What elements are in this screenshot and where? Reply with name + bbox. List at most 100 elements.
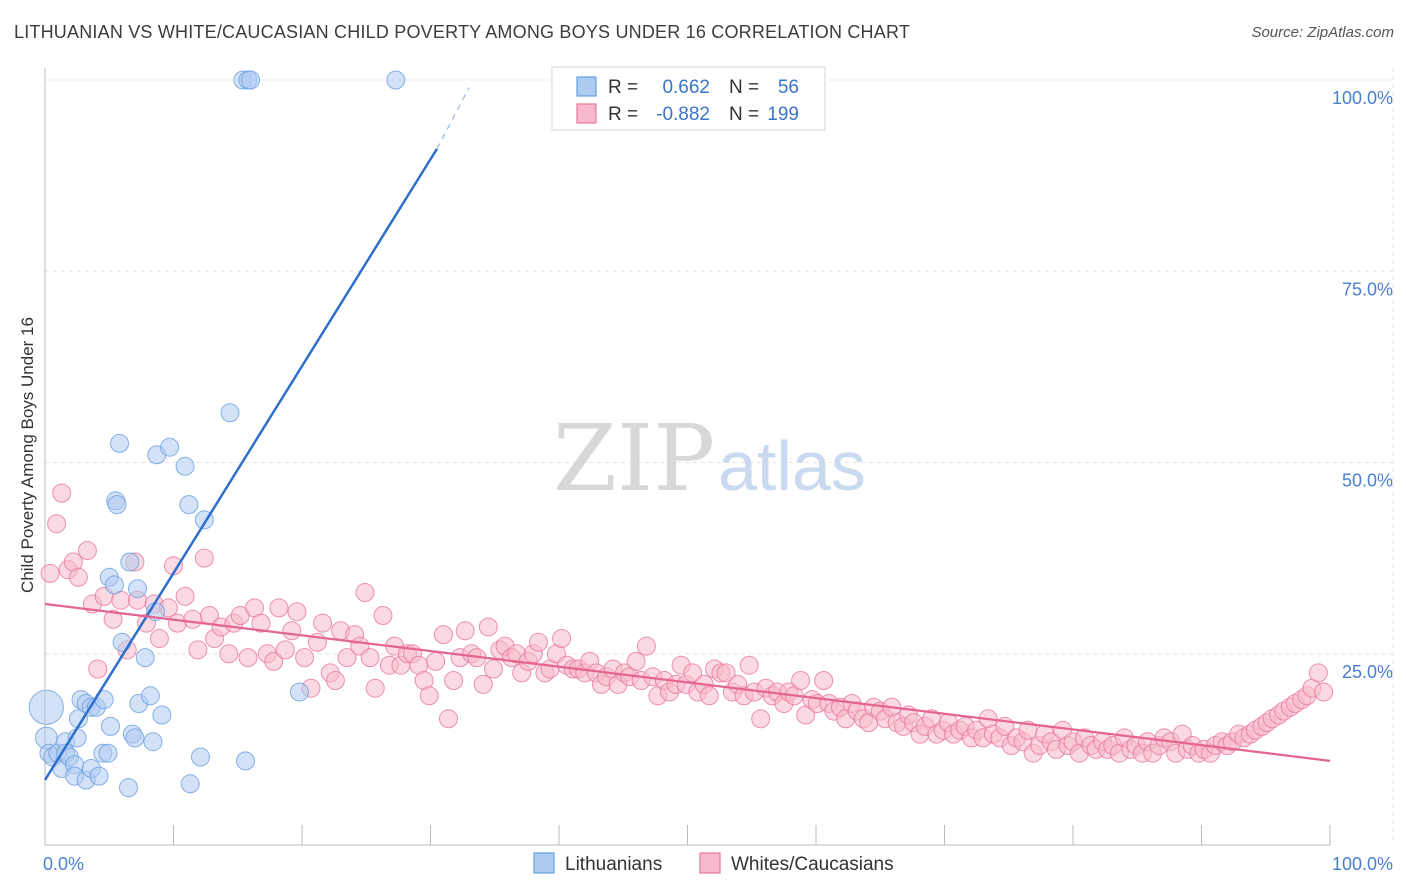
point-lithuanians <box>101 716 120 736</box>
legend-r-value-lithuanians: 0.662 <box>662 77 710 98</box>
point-whites <box>238 648 258 668</box>
point-whites <box>264 651 284 671</box>
legend-r-label: R = <box>608 104 638 125</box>
point-lithuanians <box>289 682 309 702</box>
point-lithuanians <box>191 747 210 767</box>
series-points-whites <box>40 483 1334 763</box>
point-lithuanians <box>107 495 127 515</box>
point-whites <box>1314 682 1334 702</box>
point-whites <box>439 709 458 729</box>
point-whites <box>175 586 195 606</box>
legend-n-label: N = <box>729 104 759 125</box>
bottom-legend-label-whites: Whites/Caucasians <box>731 854 894 875</box>
point-whites <box>355 583 375 602</box>
point-whites <box>444 671 464 690</box>
point-whites <box>814 671 834 690</box>
point-lithuanians <box>152 705 172 725</box>
point-whites <box>683 663 703 683</box>
point-whites <box>183 609 203 629</box>
point-whites <box>626 651 646 671</box>
point-whites <box>552 629 572 648</box>
point-whites <box>365 678 385 698</box>
point-whites <box>1308 663 1328 683</box>
point-whites <box>269 598 289 618</box>
point-lithuanians <box>128 579 147 599</box>
tick-labels: 25.0% 50.0% 75.0% 100.0% 0.0% 100.0% <box>43 88 1393 874</box>
point-lithuanians <box>386 70 406 90</box>
point-lithuanians <box>143 732 163 752</box>
point-whites <box>313 613 333 633</box>
chart-title: LITHUANIAN VS WHITE/CAUCASIAN CHILD POVE… <box>14 22 911 42</box>
point-whites <box>188 640 208 660</box>
point-lithuanians <box>160 437 180 457</box>
point-whites <box>219 644 239 664</box>
point-whites <box>295 648 315 668</box>
source-credit: Source: ZipAtlas.com <box>1251 24 1394 41</box>
point-lithuanians <box>89 766 109 786</box>
point-whites <box>77 541 97 560</box>
x-tick-label-max: 100.0% <box>1332 854 1393 874</box>
x-tick-label-min: 0.0% <box>43 854 84 874</box>
point-whites <box>52 483 72 503</box>
point-lithuanians <box>28 689 64 725</box>
y-tick-label: 75.0% <box>1342 279 1393 299</box>
point-whites <box>282 621 302 641</box>
legend-swatch-whites <box>576 103 597 124</box>
y-axis-label: Child Poverty Among Boys Under 16 <box>18 317 37 593</box>
point-whites <box>337 648 357 668</box>
legend-r-label: R = <box>608 77 638 98</box>
point-lithuanians <box>110 433 129 453</box>
legend-n-value-lithuanians: 56 <box>778 77 799 98</box>
point-whites <box>275 640 295 660</box>
point-whites <box>751 709 771 729</box>
point-whites <box>636 636 656 656</box>
legend-r-value-whites: -0.882 <box>656 104 710 125</box>
point-whites <box>716 663 736 683</box>
point-whites <box>360 648 380 668</box>
bottom-legend-swatch-lithuanians <box>533 852 555 874</box>
trend-line-lithuanians <box>43 148 438 781</box>
grid-lines <box>45 68 1394 845</box>
legend-swatch-lithuanians <box>576 76 597 97</box>
point-lithuanians <box>236 751 255 771</box>
point-lithuanians <box>241 70 261 90</box>
point-lithuanians <box>119 778 138 798</box>
point-whites <box>287 602 307 622</box>
watermark-atlas: atlas <box>718 427 866 505</box>
point-lithuanians <box>175 456 195 476</box>
point-lithuanians <box>180 774 200 794</box>
point-whites <box>194 548 214 568</box>
trend-line-lithuanians-extension <box>436 87 470 150</box>
y-tick-label: 50.0% <box>1342 471 1393 491</box>
bottom-legend-label-lithuanians: Lithuanians <box>565 854 662 875</box>
series-points-lithuanians <box>28 70 406 798</box>
point-whites <box>149 629 169 648</box>
point-lithuanians <box>120 552 140 572</box>
point-whites <box>433 625 453 645</box>
stats-legend: R = 0.662 N = 56 R = -0.882 N = 199 <box>551 66 826 131</box>
point-whites <box>40 563 60 583</box>
point-lithuanians <box>112 632 132 652</box>
point-whites <box>455 621 475 641</box>
point-whites <box>325 671 345 690</box>
bottom-legend-swatch-whites <box>699 852 721 874</box>
point-whites <box>88 659 108 679</box>
point-lithuanians <box>104 575 124 595</box>
point-whites <box>473 674 493 694</box>
point-lithuanians <box>140 686 160 706</box>
legend-n-value-whites: 199 <box>767 104 799 125</box>
series-legend: Lithuanians Whites/Caucasians <box>533 852 894 875</box>
y-tick-label: 100.0% <box>1332 88 1393 108</box>
point-lithuanians <box>125 728 145 748</box>
trend-lines <box>43 87 1331 781</box>
trend-line-whites <box>44 602 1331 762</box>
y-tick-label: 25.0% <box>1342 662 1393 682</box>
point-whites <box>478 617 498 637</box>
point-lithuanians <box>98 743 118 763</box>
point-whites <box>373 606 393 625</box>
point-whites <box>528 632 548 652</box>
point-lithuanians <box>135 648 155 668</box>
point-whites <box>251 613 271 633</box>
watermark-zip: ZIP <box>553 405 715 512</box>
